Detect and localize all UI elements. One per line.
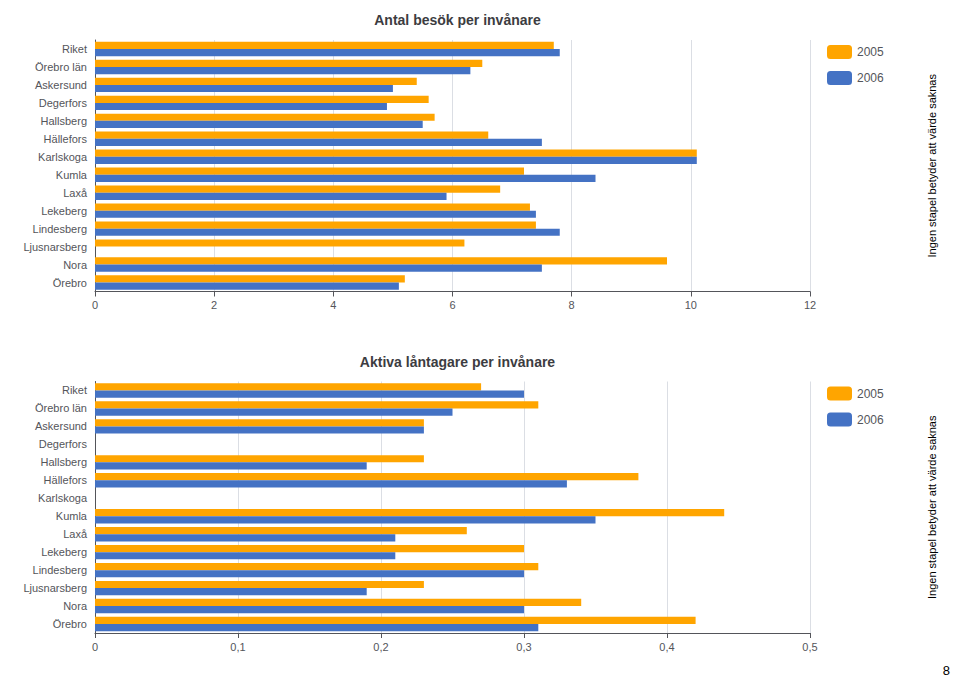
svg-text:2: 2 <box>211 299 217 311</box>
svg-text:Laxå: Laxå <box>63 187 88 199</box>
svg-text:Askersund: Askersund <box>35 420 87 432</box>
svg-text:Lindesberg: Lindesberg <box>33 223 87 235</box>
svg-text:Degerfors: Degerfors <box>39 438 88 450</box>
svg-text:Laxå: Laxå <box>63 528 88 540</box>
svg-text:Örebro län: Örebro län <box>35 402 87 414</box>
svg-text:4: 4 <box>330 299 336 311</box>
svg-text:Örebro: Örebro <box>53 618 87 630</box>
svg-text:Ingen stapel betyder att värde: Ingen stapel betyder att värde saknas <box>926 74 938 258</box>
svg-text:0,2: 0,2 <box>373 641 388 653</box>
svg-text:Kumla: Kumla <box>56 510 88 522</box>
svg-text:0: 0 <box>92 641 98 653</box>
svg-text:Ingen stapel betyder att värde: Ingen stapel betyder att värde saknas <box>926 415 938 599</box>
svg-text:Örebro län: Örebro län <box>35 61 87 73</box>
svg-text:Hällefors: Hällefors <box>44 133 88 145</box>
svg-text:Lindesberg: Lindesberg <box>33 564 87 576</box>
svg-text:0,5: 0,5 <box>802 641 817 653</box>
svg-text:10: 10 <box>685 299 697 311</box>
svg-text:Riket: Riket <box>62 384 87 396</box>
svg-text:2005: 2005 <box>857 387 884 401</box>
svg-text:Kumla: Kumla <box>56 169 88 181</box>
svg-text:Karlskoga: Karlskoga <box>38 151 88 163</box>
svg-text:0,3: 0,3 <box>516 641 531 653</box>
svg-text:8: 8 <box>569 299 575 311</box>
svg-text:Nora: Nora <box>63 600 88 612</box>
svg-text:Lekeberg: Lekeberg <box>41 205 87 217</box>
svg-text:Örebro: Örebro <box>53 277 87 289</box>
svg-text:Riket: Riket <box>62 43 87 55</box>
svg-text:0: 0 <box>92 299 98 311</box>
svg-text:Degerfors: Degerfors <box>39 97 88 109</box>
svg-text:2006: 2006 <box>857 413 884 427</box>
svg-text:0,4: 0,4 <box>659 641 674 653</box>
svg-text:Lekeberg: Lekeberg <box>41 546 87 558</box>
svg-text:Aktiva låntagare per invånare: Aktiva låntagare per invånare <box>360 354 556 370</box>
svg-text:Hallsberg: Hallsberg <box>41 456 87 468</box>
svg-text:Ljusnarsberg: Ljusnarsberg <box>23 241 87 253</box>
svg-text:6: 6 <box>449 299 455 311</box>
svg-text:0,1: 0,1 <box>230 641 245 653</box>
svg-text:12: 12 <box>804 299 816 311</box>
svg-text:Askersund: Askersund <box>35 79 87 91</box>
svg-text:2006: 2006 <box>857 71 884 85</box>
svg-text:2005: 2005 <box>857 45 884 59</box>
svg-text:Karlskoga: Karlskoga <box>38 492 88 504</box>
svg-text:Nora: Nora <box>63 259 88 271</box>
svg-text:Hällefors: Hällefors <box>44 474 88 486</box>
svg-text:Ljusnarsberg: Ljusnarsberg <box>23 582 87 594</box>
svg-text:Antal besök per invånare: Antal besök per invånare <box>374 12 541 28</box>
svg-text:Hallsberg: Hallsberg <box>41 115 87 127</box>
svg-text:8: 8 <box>943 663 950 678</box>
